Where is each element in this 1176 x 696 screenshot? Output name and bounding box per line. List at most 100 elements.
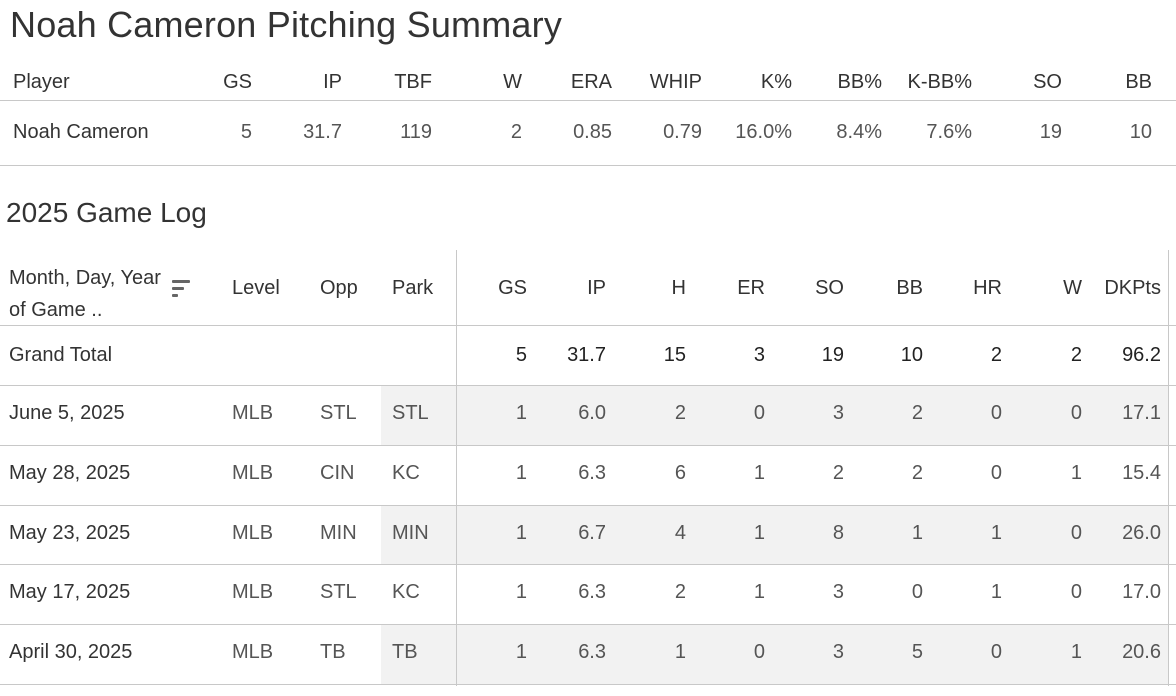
stat-cell-gs: 1 (515, 402, 527, 424)
park-cell: TB (392, 641, 418, 663)
summary-value: 16.0% (735, 121, 792, 143)
summary-header-bb-pct[interactable]: BB% (837, 71, 882, 93)
summary-header-tbf[interactable]: TBF (394, 71, 432, 93)
level-cell: MLB (232, 522, 274, 544)
stat-cell-so: 8 (832, 522, 844, 544)
stat-cell-gs: 1 (515, 462, 527, 484)
table-bottom-border (0, 684, 1176, 685)
summary-header-player[interactable]: Player (13, 71, 70, 93)
stat-cell-ip: 6.0 (578, 402, 606, 424)
stat-cell-w: 0 (1070, 402, 1082, 424)
summary-header-ip[interactable]: IP (323, 71, 342, 93)
stat-cell-h: 2 (674, 581, 686, 603)
summary-header-era[interactable]: ERA (570, 71, 612, 93)
summary-header-k-bb-pct[interactable]: K-BB% (907, 71, 972, 93)
stat-cell-bb: 1 (911, 522, 923, 544)
stat-cell-so: 3 (832, 581, 844, 603)
park-cell: STL (392, 402, 429, 424)
stat-cell-dkpts: 26.0 (1122, 522, 1161, 544)
page-title: Noah Cameron Pitching Summary (10, 4, 563, 45)
summary-header-gs[interactable]: GS (223, 71, 252, 93)
column-header-bb[interactable]: BB (896, 277, 923, 299)
park-cell: MIN (392, 522, 429, 544)
summary-value: 0.79 (663, 121, 702, 143)
stat-cell-w: 0 (1070, 581, 1082, 603)
summary-header-k-pct[interactable]: K% (760, 71, 792, 93)
stat-cell-bb: 0 (911, 581, 923, 603)
stat-cell-hr: 0 (990, 462, 1002, 484)
stat-cell-ip: 6.3 (578, 462, 606, 484)
grand-total-value: 96.2 (1122, 344, 1161, 366)
column-header-gs[interactable]: GS (498, 277, 527, 299)
game-date[interactable]: April 30, 2025 (9, 641, 133, 663)
grand-total-label: Grand Total (9, 344, 113, 366)
opponent-cell: STL (320, 402, 357, 424)
row-band-park (381, 386, 456, 445)
right-border (1168, 250, 1169, 686)
stat-cell-er: 0 (753, 641, 765, 663)
column-header-h[interactable]: H (671, 277, 686, 299)
row-band-numbers (457, 386, 1168, 445)
pane-divider (456, 250, 457, 686)
summary-header-whip[interactable]: WHIP (649, 71, 702, 93)
level-cell: MLB (232, 641, 274, 663)
game-date[interactable]: June 5, 2025 (9, 402, 125, 424)
summary-header-so[interactable]: SO (1033, 71, 1062, 93)
column-header-park[interactable]: Park (392, 277, 434, 299)
stat-cell-h: 2 (674, 402, 686, 424)
row-divider (0, 385, 1176, 386)
opponent-cell: STL (320, 581, 357, 603)
opponent-cell: MIN (320, 522, 357, 544)
grand-total-value: 2 (1070, 344, 1082, 366)
summary-value: 8.4% (836, 121, 882, 143)
summary-row-divider (168, 165, 1176, 166)
summary-header-bb[interactable]: BB (1125, 71, 1152, 93)
column-header-dkpts[interactable]: DKPts (1104, 277, 1161, 299)
row-divider (0, 624, 1176, 625)
grand-total-value: 5 (515, 344, 527, 366)
stat-cell-er: 1 (753, 581, 765, 603)
stat-cell-ip: 6.3 (578, 581, 606, 603)
game-date[interactable]: May 28, 2025 (9, 462, 131, 484)
summary-header-w[interactable]: W (503, 71, 522, 93)
column-header-level[interactable]: Level (232, 277, 280, 299)
opponent-cell: CIN (320, 462, 355, 484)
column-header-ip[interactable]: IP (587, 277, 606, 299)
column-header-opp[interactable]: Opp (320, 277, 358, 299)
summary-value: 19 (1039, 121, 1062, 143)
summary-value: 7.6% (926, 121, 972, 143)
summary-header-divider (0, 100, 1176, 101)
row-divider (0, 445, 1176, 446)
stat-cell-w: 1 (1070, 462, 1082, 484)
opponent-cell: TB (320, 641, 346, 663)
stat-cell-ip: 6.3 (578, 641, 606, 663)
stat-cell-dkpts: 17.1 (1122, 402, 1161, 424)
stat-cell-dkpts: 15.4 (1122, 462, 1161, 484)
game-date[interactable]: May 17, 2025 (9, 581, 131, 603)
row-band-numbers (457, 506, 1168, 565)
stat-cell-bb: 5 (911, 641, 923, 663)
summary-value: 0.85 (573, 121, 612, 143)
game-date[interactable]: May 23, 2025 (9, 522, 131, 544)
stat-cell-er: 1 (753, 522, 765, 544)
date-column-header[interactable]: Month, Day, Year of Game .. (9, 267, 161, 321)
stat-cell-so: 3 (832, 402, 844, 424)
stat-cell-hr: 1 (990, 581, 1002, 603)
column-header-so[interactable]: SO (815, 277, 844, 299)
stat-cell-h: 6 (674, 462, 686, 484)
grand-total-value: 31.7 (567, 344, 606, 366)
column-header-hr[interactable]: HR (973, 277, 1002, 299)
row-band-numbers (457, 625, 1168, 684)
stat-cell-so: 2 (832, 462, 844, 484)
column-header-er[interactable]: ER (737, 277, 765, 299)
sort-descending-icon[interactable] (172, 279, 192, 299)
stat-cell-hr: 0 (990, 641, 1002, 663)
row-band-park (381, 506, 456, 565)
summary-value: 119 (400, 121, 432, 143)
column-header-w[interactable]: W (1063, 277, 1082, 299)
header-divider (0, 325, 1176, 326)
row-divider (0, 505, 1176, 506)
summary-value: 2 (510, 121, 522, 143)
grand-total-value: 3 (753, 344, 765, 366)
stat-cell-gs: 1 (515, 641, 527, 663)
